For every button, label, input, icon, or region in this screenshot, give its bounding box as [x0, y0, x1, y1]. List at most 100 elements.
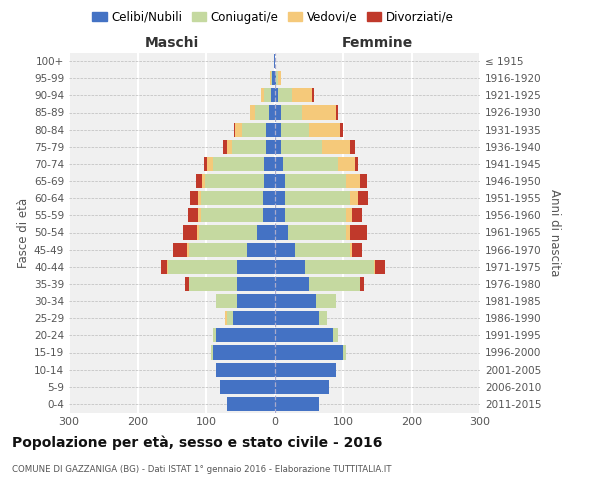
Bar: [285, 208, 346, 222]
Bar: [198, 191, 201, 205]
Bar: [264, 157, 275, 171]
Bar: [355, 157, 358, 171]
Bar: [333, 328, 338, 342]
Bar: [196, 174, 202, 188]
Bar: [266, 122, 275, 136]
Bar: [185, 277, 189, 291]
Bar: [346, 174, 360, 188]
Text: COMUNE DI GAZZANIGA (BG) - Dati ISTAT 1° gennaio 2016 - Elaborazione TUTTITALIA.: COMUNE DI GAZZANIGA (BG) - Dati ISTAT 1°…: [12, 465, 392, 474]
Bar: [316, 294, 336, 308]
Bar: [343, 346, 346, 360]
Bar: [227, 397, 275, 411]
Bar: [216, 362, 275, 376]
Bar: [336, 106, 338, 120]
Y-axis label: Fasce di età: Fasce di età: [17, 198, 30, 268]
Bar: [275, 294, 316, 308]
Bar: [360, 277, 364, 291]
Bar: [292, 88, 312, 102]
Bar: [275, 362, 336, 376]
Bar: [216, 294, 237, 308]
Bar: [274, 54, 275, 68]
Bar: [350, 226, 367, 239]
Bar: [278, 88, 292, 102]
Bar: [247, 242, 275, 256]
Bar: [220, 380, 275, 394]
Bar: [173, 242, 187, 256]
Bar: [198, 208, 201, 222]
Bar: [234, 122, 235, 136]
Bar: [275, 106, 281, 120]
Bar: [288, 226, 346, 239]
Bar: [227, 140, 232, 154]
Bar: [375, 260, 385, 274]
Bar: [188, 208, 198, 222]
Bar: [223, 140, 227, 154]
Bar: [309, 122, 340, 136]
Bar: [263, 191, 275, 205]
Bar: [338, 157, 355, 171]
Bar: [201, 191, 263, 205]
Bar: [184, 226, 197, 239]
Bar: [374, 260, 375, 274]
Bar: [360, 174, 367, 188]
Bar: [312, 88, 314, 102]
Bar: [275, 380, 329, 394]
Bar: [257, 226, 275, 239]
Bar: [189, 242, 247, 256]
Bar: [233, 311, 275, 325]
Bar: [275, 71, 276, 85]
Text: Femmine: Femmine: [341, 36, 413, 50]
Bar: [285, 174, 346, 188]
Bar: [232, 140, 266, 154]
Bar: [237, 260, 275, 274]
Bar: [235, 122, 242, 136]
Bar: [283, 157, 338, 171]
Bar: [295, 242, 350, 256]
Bar: [309, 277, 360, 291]
Bar: [225, 311, 227, 325]
Bar: [302, 106, 336, 120]
Bar: [281, 106, 302, 120]
Bar: [211, 346, 213, 360]
Bar: [275, 191, 285, 205]
Bar: [275, 260, 305, 274]
Bar: [205, 174, 263, 188]
Bar: [271, 88, 275, 102]
Bar: [275, 397, 319, 411]
Bar: [213, 328, 216, 342]
Bar: [352, 208, 362, 222]
Bar: [167, 260, 169, 274]
Bar: [275, 346, 343, 360]
Bar: [322, 140, 350, 154]
Bar: [269, 106, 275, 120]
Bar: [358, 191, 368, 205]
Bar: [237, 294, 275, 308]
Bar: [275, 328, 333, 342]
Bar: [272, 71, 275, 85]
Bar: [346, 208, 352, 222]
Bar: [169, 260, 237, 274]
Bar: [275, 208, 285, 222]
Bar: [263, 208, 275, 222]
Bar: [208, 157, 213, 171]
Bar: [340, 122, 343, 136]
Bar: [213, 346, 275, 360]
Bar: [275, 140, 281, 154]
Bar: [346, 226, 350, 239]
Bar: [264, 88, 271, 102]
Bar: [189, 277, 237, 291]
Bar: [197, 226, 199, 239]
Bar: [271, 71, 272, 85]
Bar: [285, 191, 350, 205]
Bar: [275, 311, 319, 325]
Bar: [202, 174, 205, 188]
Bar: [281, 140, 322, 154]
Bar: [350, 191, 358, 205]
Bar: [275, 157, 283, 171]
Bar: [350, 140, 355, 154]
Bar: [270, 71, 271, 85]
Bar: [352, 242, 362, 256]
Bar: [242, 122, 266, 136]
Bar: [305, 260, 374, 274]
Bar: [199, 226, 257, 239]
